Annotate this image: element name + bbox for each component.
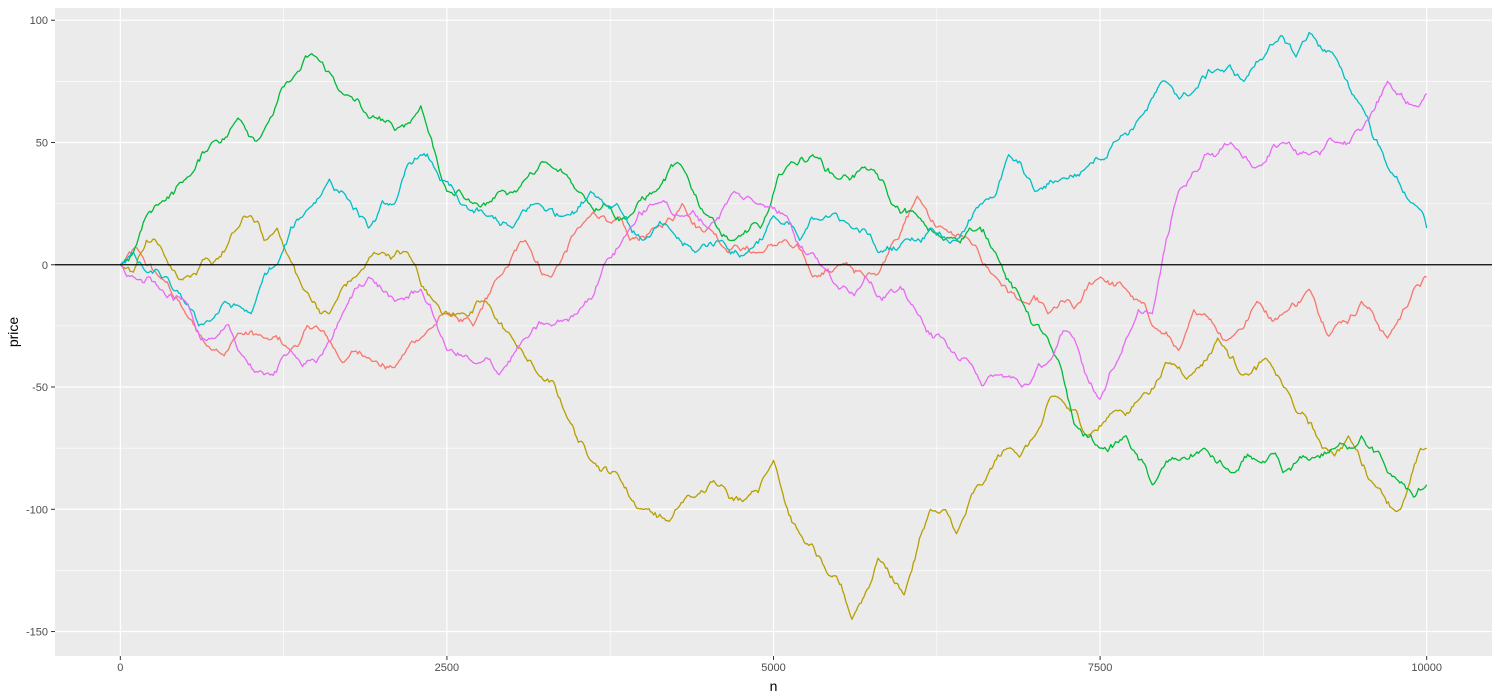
x-tick-label: 10000 [1411,662,1442,674]
x-tick-label: 5000 [761,662,785,674]
y-tick-label: -50 [32,382,48,394]
series-line-4 [119,31,1428,327]
y-tick-label: 100 [30,15,48,27]
y-tick-label: -150 [26,627,48,639]
x-tick-label: 7500 [1088,662,1112,674]
y-tick-label: -100 [26,504,48,516]
series-line-1 [119,195,1427,370]
series-line-2 [119,215,1427,620]
x-tick-label: 2500 [435,662,459,674]
series-line-3 [119,52,1428,498]
y-axis-ticks: -150 -100 -50 0 50 100 [26,15,55,639]
series-line-5 [119,80,1428,400]
x-axis-title: n [770,678,778,694]
x-tick-label: 0 [117,662,123,674]
x-axis-ticks: 0 2500 5000 7500 10000 [117,656,1442,674]
y-tick-label: 50 [36,137,48,149]
series-layer [119,31,1428,620]
y-tick-label: 0 [42,260,48,272]
y-axis-title: price [5,317,21,348]
